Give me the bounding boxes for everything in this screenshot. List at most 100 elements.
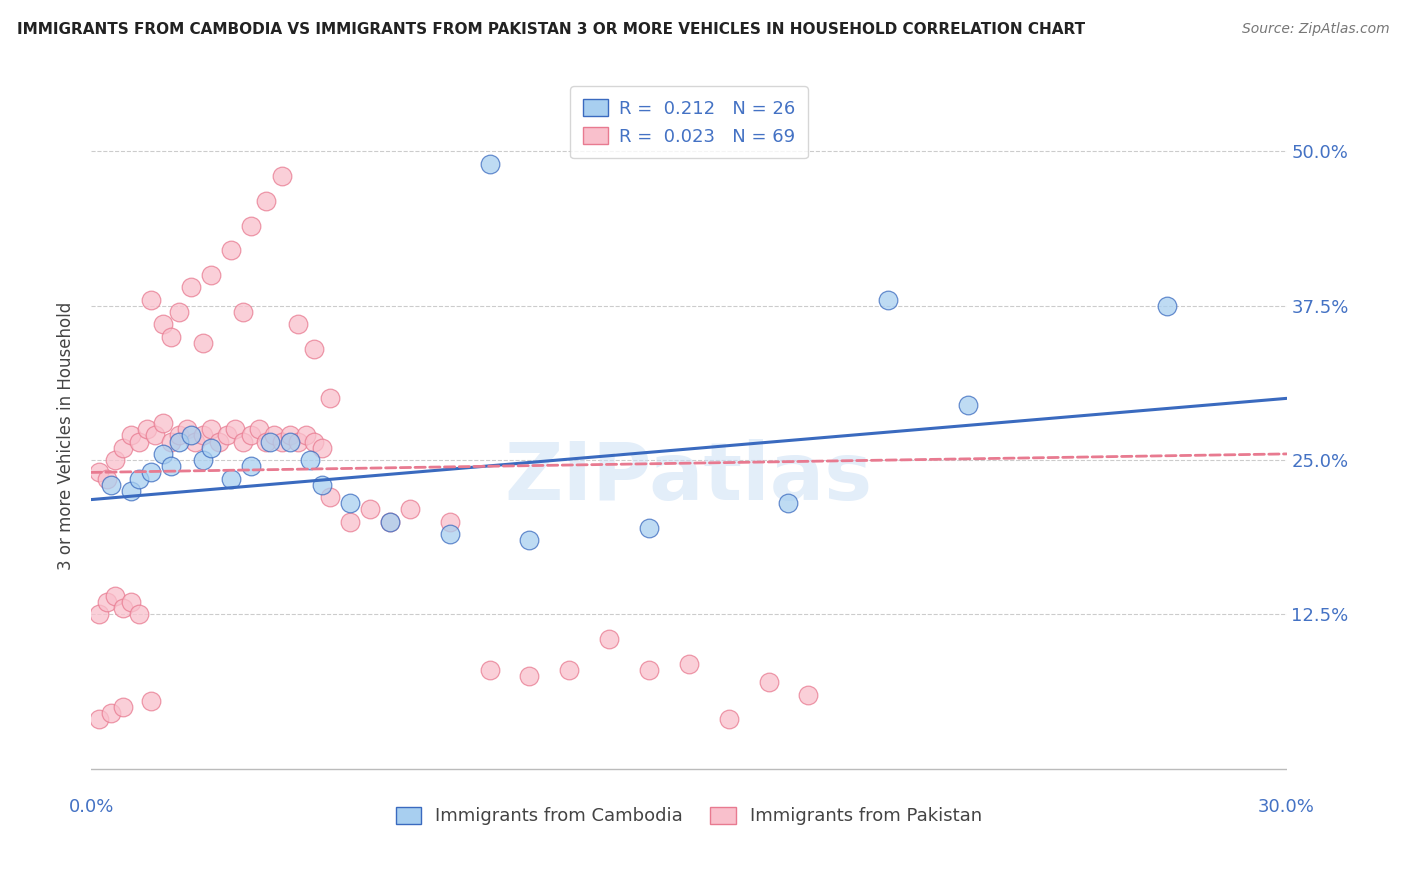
Y-axis label: 3 or more Vehicles in Household: 3 or more Vehicles in Household <box>58 301 75 569</box>
Point <box>678 657 700 671</box>
Point <box>139 694 162 708</box>
Point <box>128 434 150 449</box>
Point <box>104 589 127 603</box>
Point <box>638 521 661 535</box>
Point <box>778 496 800 510</box>
Point <box>378 515 401 529</box>
Point <box>877 293 900 307</box>
Point <box>160 459 183 474</box>
Point <box>280 428 302 442</box>
Point <box>239 428 262 442</box>
Point <box>128 607 150 622</box>
Point <box>239 219 262 233</box>
Point <box>180 280 202 294</box>
Point <box>1156 299 1178 313</box>
Point <box>287 434 309 449</box>
Point <box>339 496 361 510</box>
Point <box>359 502 381 516</box>
Point <box>295 428 318 442</box>
Point <box>87 466 110 480</box>
Point <box>87 607 110 622</box>
Point <box>758 675 780 690</box>
Point <box>160 329 183 343</box>
Point <box>598 632 620 646</box>
Point <box>259 434 281 449</box>
Point <box>96 472 118 486</box>
Point <box>558 663 581 677</box>
Point <box>638 663 661 677</box>
Point <box>399 502 422 516</box>
Point <box>519 533 541 548</box>
Text: IMMIGRANTS FROM CAMBODIA VS IMMIGRANTS FROM PAKISTAN 3 OR MORE VEHICLES IN HOUSE: IMMIGRANTS FROM CAMBODIA VS IMMIGRANTS F… <box>17 22 1085 37</box>
Point <box>160 434 183 449</box>
Point <box>167 428 190 442</box>
Point <box>519 669 541 683</box>
Point <box>128 472 150 486</box>
Point <box>311 477 333 491</box>
Point <box>100 477 122 491</box>
Point <box>219 244 242 258</box>
Legend: Immigrants from Cambodia, Immigrants from Pakistan: Immigrants from Cambodia, Immigrants fro… <box>387 797 991 834</box>
Point <box>200 441 222 455</box>
Point <box>256 434 278 449</box>
Text: ZIPatlas: ZIPatlas <box>505 440 873 517</box>
Point <box>136 422 159 436</box>
Point <box>239 459 262 474</box>
Point <box>100 706 122 720</box>
Point <box>232 305 254 319</box>
Text: Source: ZipAtlas.com: Source: ZipAtlas.com <box>1241 22 1389 37</box>
Point <box>208 434 231 449</box>
Point <box>167 434 190 449</box>
Point <box>271 434 294 449</box>
Point <box>191 453 214 467</box>
Point <box>112 700 135 714</box>
Point <box>271 169 294 184</box>
Point <box>299 453 322 467</box>
Point <box>280 434 302 449</box>
Point <box>176 422 198 436</box>
Point <box>439 527 461 541</box>
Point <box>797 688 820 702</box>
Point <box>200 268 222 282</box>
Point <box>304 434 326 449</box>
Point <box>247 422 270 436</box>
Point <box>478 663 501 677</box>
Point <box>319 392 342 406</box>
Point <box>224 422 246 436</box>
Point <box>180 428 202 442</box>
Point <box>219 472 242 486</box>
Point <box>263 428 285 442</box>
Point <box>287 318 309 332</box>
Point <box>112 441 135 455</box>
Point <box>120 428 142 442</box>
Point <box>339 515 361 529</box>
Point <box>104 453 127 467</box>
Point <box>478 157 501 171</box>
Point <box>232 434 254 449</box>
Point <box>191 428 214 442</box>
Point <box>200 422 222 436</box>
Point <box>319 490 342 504</box>
Point <box>215 428 238 442</box>
Point <box>143 428 166 442</box>
Point <box>717 712 740 726</box>
Point <box>152 447 174 461</box>
Point <box>191 335 214 350</box>
Point <box>87 712 110 726</box>
Point <box>311 441 333 455</box>
Point <box>304 342 326 356</box>
Point <box>167 305 190 319</box>
Point <box>956 398 979 412</box>
Point <box>184 434 207 449</box>
Point <box>96 595 118 609</box>
Point <box>120 595 142 609</box>
Point <box>256 194 278 208</box>
Point <box>139 466 162 480</box>
Point <box>152 318 174 332</box>
Point <box>112 601 135 615</box>
Point <box>378 515 401 529</box>
Point <box>152 416 174 430</box>
Point <box>120 483 142 498</box>
Point <box>139 293 162 307</box>
Point <box>439 515 461 529</box>
